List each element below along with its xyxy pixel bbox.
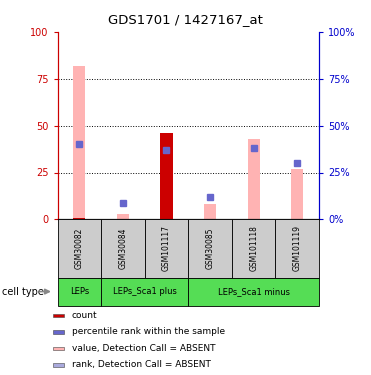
Text: GSM101117: GSM101117 [162,225,171,272]
Text: GSM30082: GSM30082 [75,228,84,269]
Text: GSM30085: GSM30085 [206,228,214,269]
Text: GSM30084: GSM30084 [118,228,127,269]
Bar [117,214,129,219]
Bar [145,219,188,278]
Bar [204,204,216,219]
Bar [53,346,64,350]
Bar [247,139,260,219]
Bar [73,66,85,219]
Bar [101,219,145,278]
Text: LEPs_Sca1 plus: LEPs_Sca1 plus [113,287,177,296]
Text: LEPs: LEPs [70,287,89,296]
Text: count: count [72,311,97,320]
Bar [188,219,232,278]
Text: GSM101118: GSM101118 [249,225,258,272]
Bar [53,314,64,317]
Text: percentile rank within the sample: percentile rank within the sample [72,327,225,336]
Text: GDS1701 / 1427167_at: GDS1701 / 1427167_at [108,13,263,26]
Text: cell type: cell type [2,286,44,297]
Text: value, Detection Call = ABSENT: value, Detection Call = ABSENT [72,344,215,353]
Bar [160,212,173,219]
Bar [53,330,64,334]
Bar [232,219,276,278]
Text: rank, Detection Call = ABSENT: rank, Detection Call = ABSENT [72,360,210,369]
Text: LEPs_Sca1 minus: LEPs_Sca1 minus [218,287,290,296]
Bar [58,219,101,278]
Bar [53,363,64,367]
Bar [275,219,319,278]
Bar [73,217,85,219]
Bar [101,278,188,306]
Text: GSM101119: GSM101119 [293,225,302,272]
Bar [188,278,319,306]
Bar [160,133,173,219]
Bar [291,169,303,219]
Bar [58,278,101,306]
